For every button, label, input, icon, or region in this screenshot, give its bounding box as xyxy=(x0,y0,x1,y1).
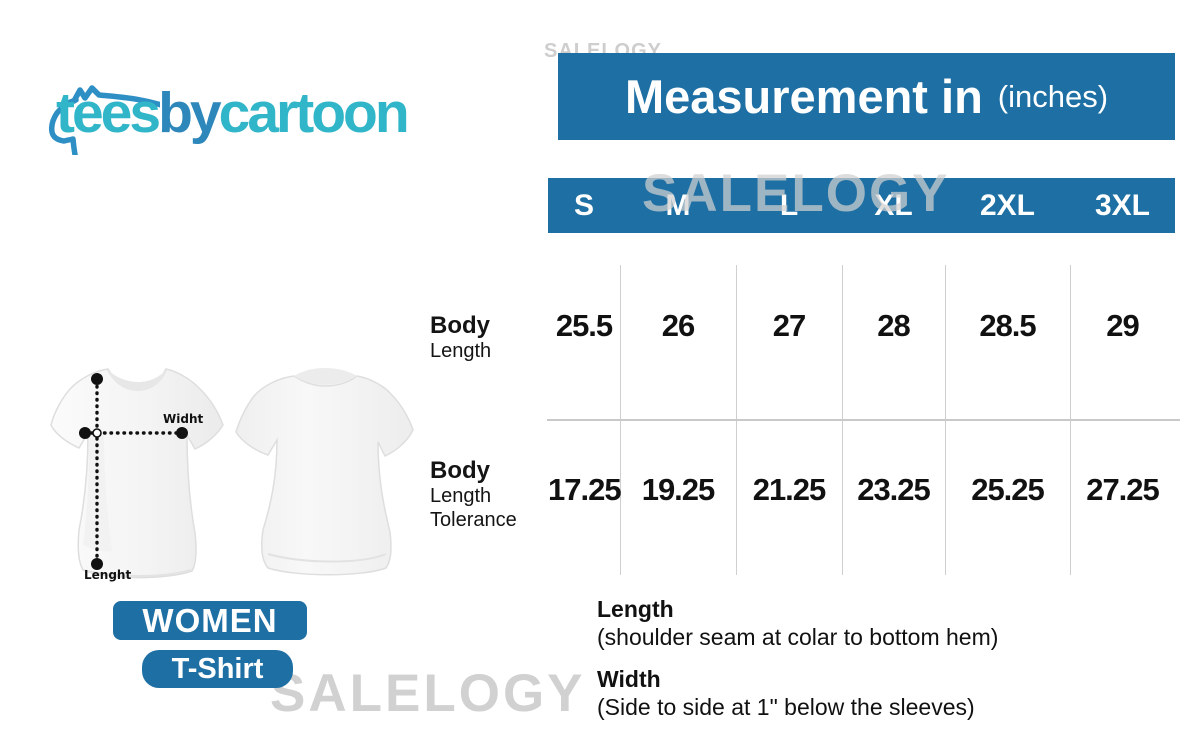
cell-body-length-3xl: 29 xyxy=(1106,308,1139,343)
size-header-xl: XL xyxy=(874,188,913,222)
row-label-secondary: Length xyxy=(430,485,492,507)
size-header-2xl: 2XL xyxy=(979,188,1036,222)
tshirt-badge: T-Shirt xyxy=(142,650,293,688)
row-divider xyxy=(547,419,1180,421)
tshirt-logo-icon xyxy=(49,85,160,155)
row-label-body-length: Body Length xyxy=(430,312,491,363)
banner-unit: (inches) xyxy=(997,78,1109,114)
measurement-banner: Measurement in (inches) xyxy=(558,53,1175,140)
cell-tolerance-l: 21.25 xyxy=(752,472,827,507)
width-dimension-label: Widht xyxy=(163,412,204,426)
tshirt-back-image xyxy=(235,368,414,576)
cell-body-length-s: 25.5 xyxy=(555,308,613,343)
watermark-middle: SALELOGY xyxy=(642,164,950,223)
size-header-m: M xyxy=(665,188,691,222)
cell-tolerance-xl: 23.25 xyxy=(857,472,931,507)
logo-part-cartoon: cartoon xyxy=(218,81,410,145)
size-header-l: L xyxy=(779,188,799,222)
size-header-row: S M L XL 2XL 3XL xyxy=(548,178,1175,233)
length-dimension-label: Lenght xyxy=(84,568,132,582)
logo-part-tees: tees xyxy=(56,81,161,145)
measurement-lines xyxy=(79,373,188,570)
logo-wordmark: teesbycartoon xyxy=(56,80,410,146)
row-label-secondary: Length xyxy=(430,340,492,362)
note-width-desc: (Side to side at 1" below the sleeves) xyxy=(597,694,975,720)
cell-tolerance-m: 19.25 xyxy=(641,472,716,507)
row-label-tertiary: Tolerance xyxy=(430,509,517,531)
row-label-body-length-tolerance: Body Length Tolerance xyxy=(430,457,517,532)
size-header-s: S xyxy=(573,188,594,222)
cell-body-length-2xl: 28.5 xyxy=(979,308,1036,343)
banner-title: Measurement in xyxy=(624,70,983,123)
cell-tolerance-3xl: 27.25 xyxy=(1086,472,1160,507)
cell-body-length-m: 26 xyxy=(661,308,695,343)
cell-tolerance-s: 17.25 xyxy=(548,472,622,507)
measurement-notes: Length (shoulder seam at colar to bottom… xyxy=(597,595,998,735)
table-row: 25.5 26 27 28 28.5 29 xyxy=(548,308,1175,344)
watermark-bottom: SALELOGY xyxy=(270,664,586,723)
size-header-3xl: 3XL xyxy=(1094,188,1151,222)
cell-tolerance-2xl: 25.25 xyxy=(971,472,1045,507)
logo-part-by: by xyxy=(158,81,222,145)
note-length-term: Length xyxy=(597,596,674,622)
note-width-term: Width xyxy=(597,666,661,692)
row-label-primary: Body xyxy=(430,312,490,339)
cell-body-length-l: 27 xyxy=(772,308,806,343)
women-badge: WOMEN xyxy=(113,601,307,640)
note-length-desc: (shoulder seam at colar to bottom hem) xyxy=(597,624,999,650)
cell-body-length-xl: 28 xyxy=(877,308,910,343)
table-row: 17.25 19.25 21.25 23.25 25.25 27.25 xyxy=(548,472,1175,508)
row-label-primary: Body xyxy=(430,457,490,484)
